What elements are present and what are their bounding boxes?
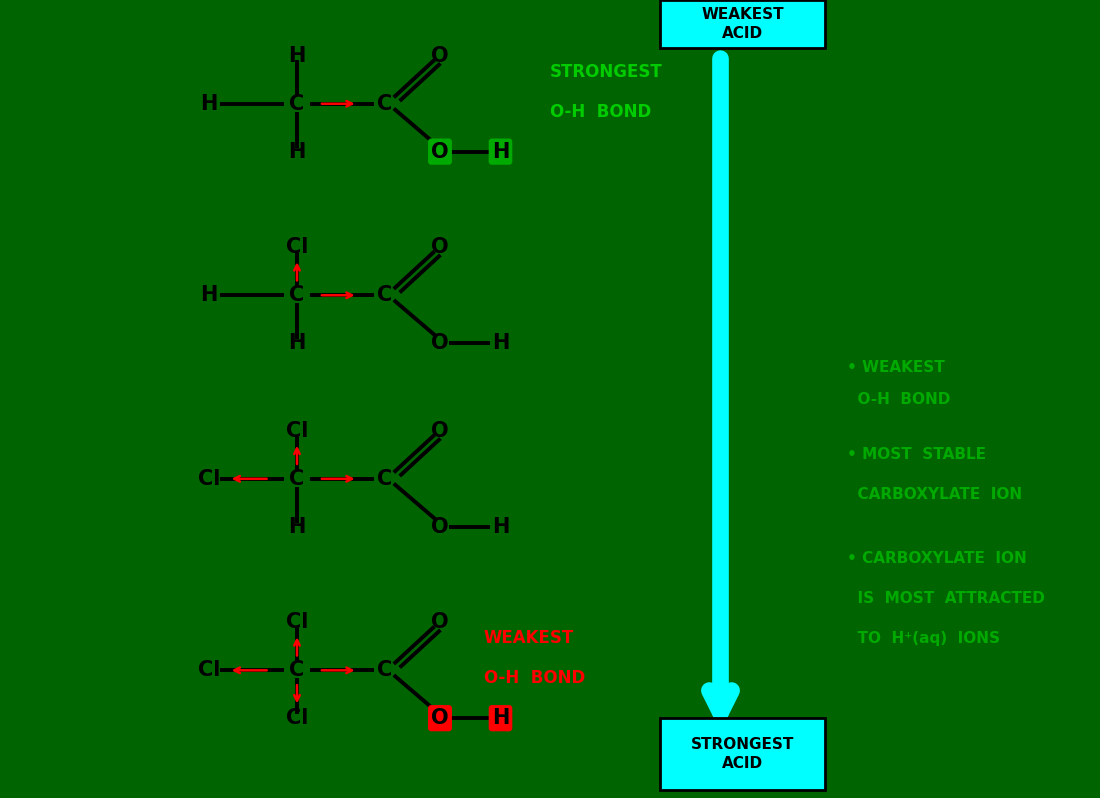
Text: C: C (289, 93, 305, 114)
Text: O-H  BOND: O-H BOND (550, 103, 651, 120)
Text: H: H (200, 93, 218, 114)
Text: H: H (288, 141, 306, 162)
Text: H: H (288, 516, 306, 537)
Text: C: C (289, 660, 305, 681)
Text: O-H  BOND: O-H BOND (484, 670, 585, 687)
Text: ACID: ACID (722, 26, 763, 41)
Text: H: H (200, 285, 218, 306)
Text: H: H (492, 333, 509, 354)
Text: H: H (288, 333, 306, 354)
Text: • MOST  STABLE: • MOST STABLE (847, 448, 986, 462)
Text: C: C (377, 93, 393, 114)
Text: H: H (492, 141, 509, 162)
Text: ACID: ACID (722, 757, 763, 771)
Text: O: O (431, 516, 449, 537)
Bar (660, 718, 825, 790)
Text: O: O (431, 708, 449, 729)
Text: Cl: Cl (198, 468, 220, 489)
Text: H: H (492, 708, 509, 729)
Text: Cl: Cl (286, 708, 308, 729)
Text: STRONGEST: STRONGEST (550, 63, 662, 81)
Text: H: H (288, 45, 306, 66)
Text: • WEAKEST: • WEAKEST (847, 360, 945, 374)
Text: O: O (431, 333, 449, 354)
Text: STRONGEST: STRONGEST (691, 737, 794, 752)
Text: O: O (431, 421, 449, 441)
Text: C: C (377, 660, 393, 681)
Text: Cl: Cl (286, 612, 308, 633)
Text: • CARBOXYLATE  ION: • CARBOXYLATE ION (847, 551, 1026, 566)
Text: O: O (431, 45, 449, 66)
Text: O: O (431, 237, 449, 258)
Text: C: C (377, 285, 393, 306)
Text: CARBOXYLATE  ION: CARBOXYLATE ION (847, 488, 1022, 502)
Text: O: O (431, 612, 449, 633)
Bar (660, 0, 825, 48)
Text: C: C (289, 285, 305, 306)
Text: Cl: Cl (286, 421, 308, 441)
Text: Cl: Cl (286, 237, 308, 258)
Text: C: C (377, 468, 393, 489)
Text: WEAKEST: WEAKEST (701, 7, 784, 22)
Text: O-H  BOND: O-H BOND (847, 392, 950, 406)
Text: H: H (492, 516, 509, 537)
Text: C: C (289, 468, 305, 489)
Text: O: O (431, 141, 449, 162)
Text: TO  H⁺(aq)  IONS: TO H⁺(aq) IONS (847, 631, 1000, 646)
Text: IS  MOST  ATTRACTED: IS MOST ATTRACTED (847, 591, 1045, 606)
Text: Cl: Cl (198, 660, 220, 681)
Text: WEAKEST: WEAKEST (484, 630, 574, 647)
